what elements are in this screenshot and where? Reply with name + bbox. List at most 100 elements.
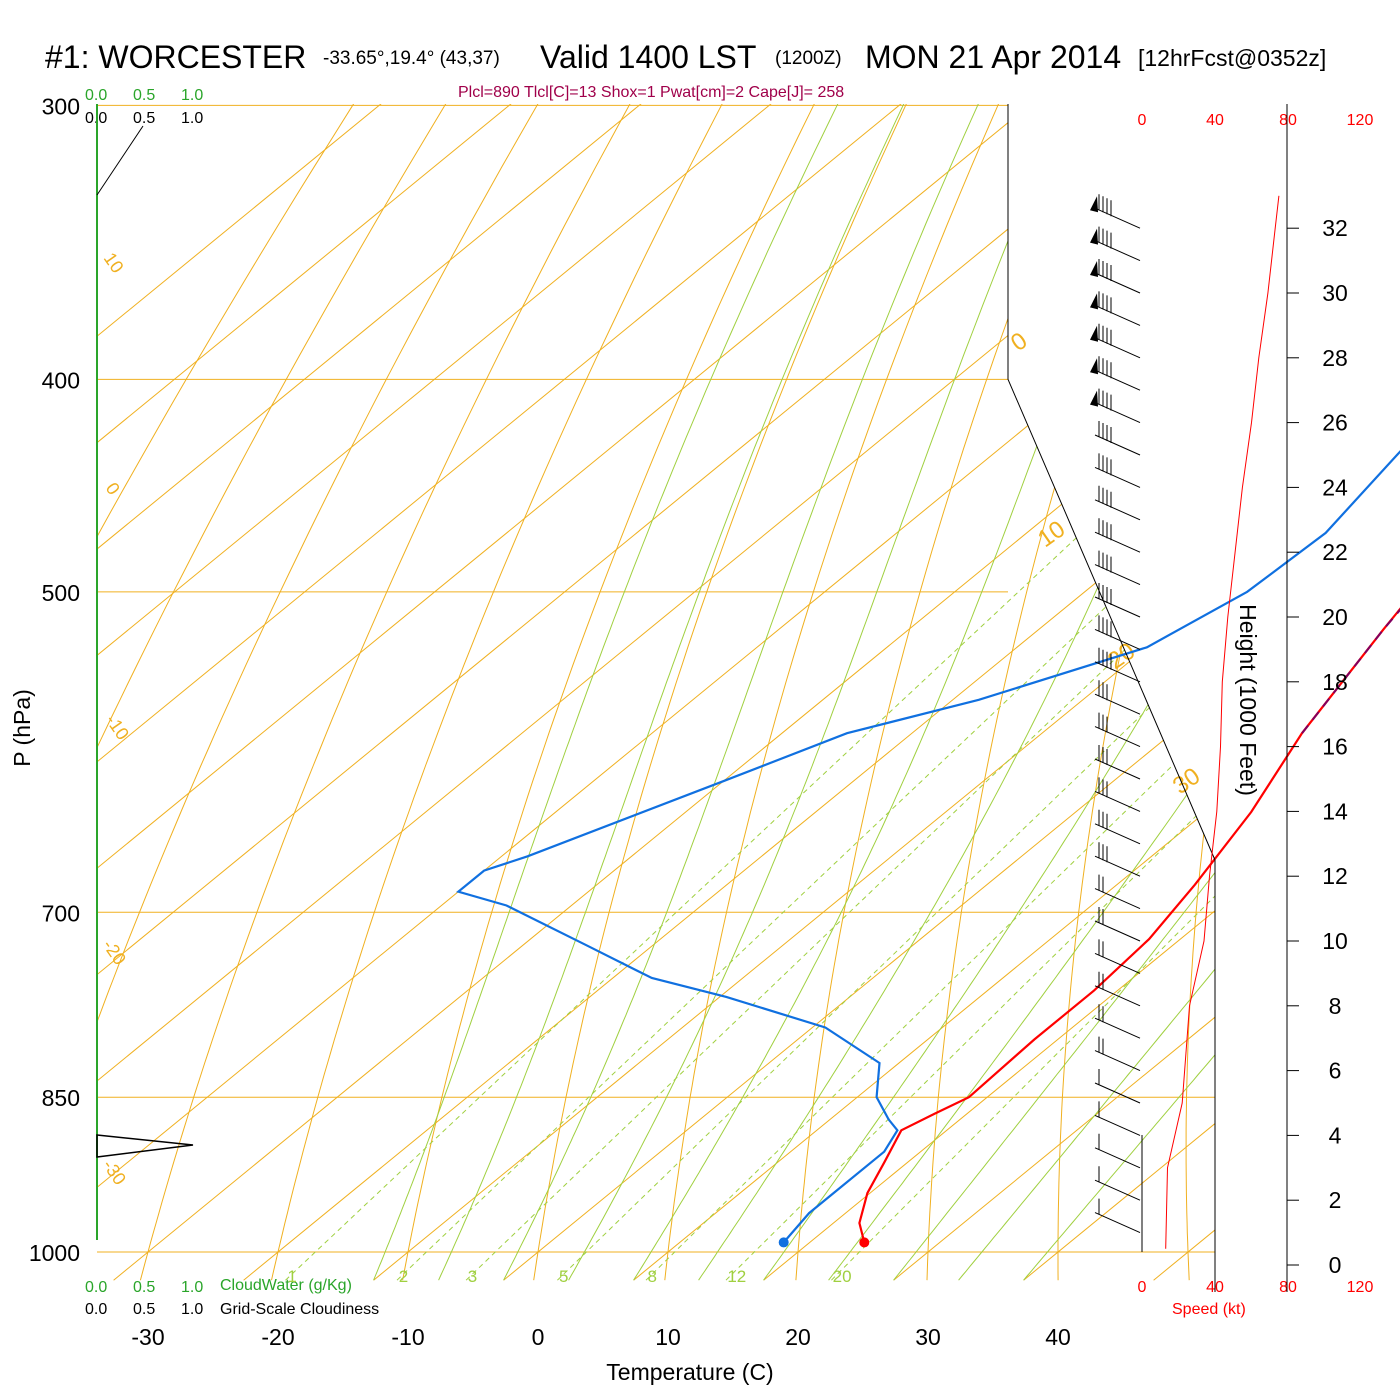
moist-adiabat-line [438,104,989,1281]
wind-barb [1094,518,1141,553]
temperature-tick-label: -30 [131,1324,164,1350]
mixing-ratio-label: 5 [559,1267,568,1286]
wind-barb-staff [1094,564,1141,586]
wind-barb [1090,291,1141,326]
valid-time: Valid 1400 LST [540,39,756,75]
surface-dewpoint-point [778,1237,789,1248]
dry-adiabat-line [1310,0,1400,1280]
moist-adiabat-line [1023,104,1215,1281]
mixing-ratio-label: 8 [647,1267,656,1286]
wind-barb-staff [1094,920,1141,942]
valid-date: MON 21 Apr 2014 [865,39,1121,75]
wind-barb [1094,615,1141,650]
wind-barb-flag [1090,325,1098,342]
cloudiness-marker [96,1134,194,1158]
pressure-tick-label: 850 [42,1085,80,1111]
wind-barb [1094,1036,1141,1072]
height-tick-label: 0 [1329,1252,1342,1278]
pressure-tick-label: 300 [42,93,80,119]
height-tick-label: 4 [1329,1122,1342,1148]
speed-tick: 0 [1138,1279,1147,1296]
wind-barb [1094,1166,1141,1201]
isotherm-line [97,104,1160,1281]
zulu-time: (1200Z) [775,48,842,69]
height-tick-label: 18 [1322,669,1348,695]
speed-tick: 80 [1279,1279,1297,1296]
pressure-tick-label: 700 [42,900,80,926]
wind-barb-staff [1094,402,1141,424]
isotherm-line [97,104,770,1281]
dewpoint-line [455,450,1400,1244]
wind-barb [1090,259,1141,294]
y-axis-label: P (hPa) [9,689,35,767]
dry-adiabat-label: 0 [102,479,124,499]
wind-barb-staff [1094,985,1141,1007]
cloudwater-tick: 0.0 [85,1279,107,1296]
mixing-ratio-line [725,378,1215,1281]
station-title: #1: WORCESTER [45,39,306,75]
height-tick-label: 26 [1322,410,1348,436]
wind-barb [1094,971,1141,1007]
dry-adiabat-line [664,104,1097,1281]
pressure-tick-label: 400 [42,367,80,393]
wind-barb-staff [1094,790,1141,812]
temperature-tick-label: 10 [655,1324,681,1350]
axis-layer: 2503004005007008501000-30-20-10010203040… [29,93,1348,1350]
moist-adiabat-line [828,104,1215,1281]
wind-barb-flag [1090,293,1098,310]
wind-barb [1094,453,1141,488]
dry-adiabat-label: 0 [1006,327,1032,357]
wind-barb [1094,1004,1141,1039]
cloudiness-tick: 0.5 [133,1301,155,1318]
height-tick-label: 6 [1329,1058,1342,1084]
isotherm-line [893,104,1215,1281]
height-axis-label: Height (1000 Feet) [1235,604,1261,796]
moist-adiabat-line [373,104,927,1281]
wind-barb [1094,1198,1141,1234]
isotherm-line [763,104,1215,1281]
cloudwater-tick: 0.0 [85,87,107,104]
speed-tick: 120 [1347,1279,1374,1296]
wind-barb-flag [1090,390,1098,407]
wind-speed-scale: 0 40 80 120 0 40 80 120 Speed (kt) [1138,112,1374,1318]
cloudiness-tick: 1.0 [181,1301,203,1318]
wind-barb [1094,583,1141,618]
isotherm-line [373,104,1215,1281]
cloudiness-tick: 1.0 [181,110,203,127]
dry-adiabat-line [271,104,838,1281]
wind-barb [1094,485,1141,521]
surface-temperature-point [859,1237,870,1248]
isotherm-line [97,104,1215,1281]
wind-barb-staff [1094,369,1141,391]
dry-adiabat-line [97,104,665,1281]
wind-barb [1094,907,1141,942]
wind-barb [1094,421,1141,456]
dry-adiabat-label: -30 [99,1156,130,1189]
cloud-scale-top: 0.0 0.5 1.0 0.0 0.5 1.0 [85,87,203,127]
speed-tick: 120 [1347,112,1374,129]
isotherm-line [97,104,1215,1281]
wind-barb-staff [1094,1114,1141,1136]
wind-barb-staff [1094,466,1141,488]
wind-barb-staff [1094,531,1141,553]
wind-barb-staff [1094,855,1141,877]
mixing-ratio-label: 12 [727,1267,746,1286]
cloudwater-label: CloudWater (g/Kg) [220,1277,352,1294]
wind-barb-staff [1094,1147,1141,1169]
isotherm-line [1284,0,1400,1280]
wind-barb [1094,777,1141,812]
wind-barb [1094,939,1141,974]
height-tick-label: 30 [1322,280,1348,306]
wind-barb-staff [1094,1179,1141,1201]
cloudiness-line [96,125,144,196]
moist-adiabat-line [958,104,1215,1281]
temperature-tick-label: 20 [785,1324,811,1350]
wind-barb [1094,745,1141,780]
temperature-line [858,607,1400,1243]
temperature-tick-label: -10 [391,1324,424,1350]
wind-barb [1094,842,1141,877]
mixing-ratio-line [557,378,1215,1281]
mixing-ratio-line [831,378,1215,1281]
wind-barb [1090,388,1141,424]
